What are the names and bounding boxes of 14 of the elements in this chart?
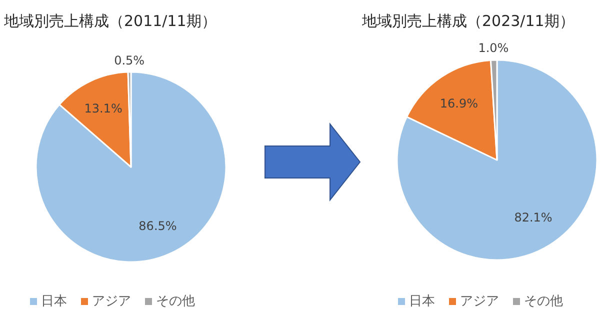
data-label: 13.1% [84, 102, 122, 116]
chart-title: 地域別売上構成（2011/11期） [3, 12, 216, 30]
data-label: 0.5% [114, 54, 145, 68]
legend-label: 日本 [409, 294, 435, 309]
data-label: 82.1% [514, 210, 552, 225]
legend-label: アジア [92, 294, 131, 309]
data-label: 1.0% [478, 41, 509, 56]
legend-label: その他 [156, 294, 195, 309]
data-label: 86.5% [138, 218, 177, 233]
data-label: 16.9% [440, 96, 478, 111]
legend-label: その他 [524, 294, 563, 309]
chart-title: 地域別売上構成（2023/11期） [361, 12, 574, 30]
legend-label: 日本 [41, 294, 67, 309]
legend-label: アジア [460, 294, 499, 309]
